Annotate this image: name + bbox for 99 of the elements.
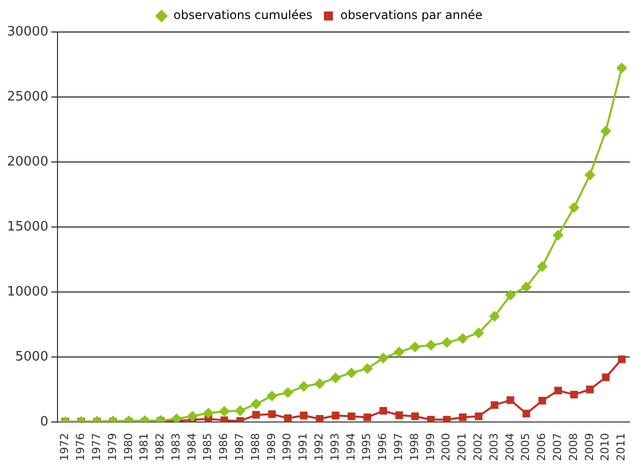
point: [537, 262, 548, 272]
x-tick-label: 1996: [376, 433, 390, 462]
point: [410, 342, 420, 352]
x-tick-label: 1992: [312, 433, 326, 462]
y-tick-label: 30000: [6, 24, 48, 40]
y-tick-label: 25000: [6, 89, 48, 104]
point: [586, 386, 594, 394]
point: [364, 414, 372, 422]
x-tick-label: 1999: [424, 433, 437, 462]
x-tick-label: 1979: [106, 433, 119, 462]
point: [316, 415, 324, 422]
x-tick-label: 1998: [408, 433, 421, 462]
point: [490, 311, 500, 322]
point: [458, 333, 468, 344]
x-tick-label: 2002: [472, 433, 484, 462]
x-tick-label: 2003: [487, 433, 500, 462]
x-tick-label: 2004: [503, 433, 516, 462]
x-tick-label: 1988: [248, 433, 262, 462]
x-tick-label: 2005: [519, 433, 532, 462]
x-tick-label: 2007: [550, 433, 564, 462]
point: [314, 378, 325, 389]
point: [474, 328, 484, 338]
point: [266, 391, 277, 402]
point: [616, 63, 627, 74]
x-tick-label: 1977: [90, 433, 103, 462]
x-tick-label: 1991: [296, 433, 310, 462]
x-tick-label: 1983: [169, 433, 182, 462]
y-tick-label: 10000: [6, 284, 48, 300]
point: [348, 412, 356, 420]
point: [219, 406, 230, 416]
point: [602, 373, 610, 382]
point: [395, 411, 403, 420]
x-tick-label: 2008: [566, 433, 580, 462]
point: [427, 416, 435, 422]
point: [584, 170, 595, 180]
point: [220, 416, 228, 422]
x-tick-label: 2010: [598, 433, 612, 462]
point: [284, 414, 292, 422]
y-tick-label: 15000: [6, 219, 48, 234]
x-tick-label: 2006: [535, 433, 548, 462]
x-tick-label: 1989: [264, 433, 278, 462]
point: [474, 412, 482, 420]
x-tick-label: 1997: [392, 433, 406, 462]
y-tick-label: 20000: [6, 154, 48, 170]
point: [378, 353, 388, 364]
point: [252, 411, 260, 419]
point: [362, 364, 372, 374]
point: [538, 396, 546, 405]
x-tick-label: 1972: [58, 433, 72, 462]
legend-label: observations par année: [340, 8, 482, 22]
point: [172, 414, 182, 422]
x-tick-label: 1982: [154, 433, 167, 462]
point: [332, 412, 340, 420]
point: [203, 408, 214, 418]
x-tick-label: 1993: [328, 433, 342, 462]
point: [553, 230, 564, 240]
point: [187, 411, 198, 422]
point: [506, 396, 514, 404]
point: [490, 401, 498, 409]
point: [569, 202, 580, 213]
point: [570, 390, 578, 398]
x-tick-label: 2011: [614, 433, 628, 462]
y-tick-label: 5000: [15, 349, 48, 364]
x-tick-label: 1981: [138, 433, 151, 462]
point: [426, 340, 436, 350]
point: [442, 337, 452, 348]
point: [298, 381, 309, 392]
x-tick-label: 1976: [74, 433, 88, 462]
point: [346, 368, 356, 378]
x-tick-label: 2009: [582, 433, 596, 462]
legend-label: observations cumulées: [174, 8, 312, 22]
point: [522, 410, 530, 418]
point: [521, 282, 532, 292]
point: [282, 388, 293, 398]
point: [300, 412, 308, 420]
x-tick-label: 1990: [280, 433, 294, 462]
point: [618, 356, 626, 364]
x-tick-label: 1985: [201, 433, 214, 462]
point: [458, 414, 467, 422]
x-tick-label: 1984: [185, 433, 198, 462]
point: [235, 406, 246, 416]
point: [411, 412, 419, 420]
x-tick-label: 1980: [122, 433, 135, 462]
x-tick-label: 1994: [344, 433, 358, 462]
point: [600, 126, 611, 136]
point: [554, 386, 562, 394]
point: [443, 416, 451, 422]
point: [330, 372, 341, 383]
point: [251, 398, 262, 409]
x-tick-label: 1995: [360, 433, 374, 462]
x-tick-label: 1986: [217, 433, 230, 462]
point: [394, 346, 404, 357]
point: [505, 290, 516, 300]
x-tick-label: 2000: [440, 433, 453, 462]
y-tick-label: 0: [40, 414, 48, 430]
x-tick-label: 2001: [456, 433, 469, 462]
x-tick-label: 1987: [233, 433, 246, 462]
point: [379, 407, 388, 415]
point: [268, 410, 276, 418]
